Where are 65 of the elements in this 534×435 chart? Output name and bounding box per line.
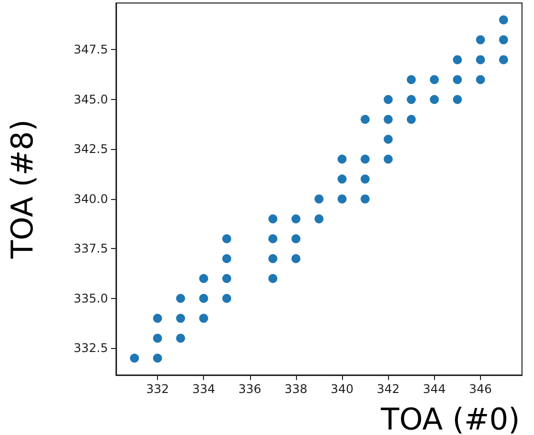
- x-tick-label: 340: [330, 382, 354, 396]
- point: [430, 94, 439, 104]
- point: [268, 234, 278, 244]
- point: [176, 314, 186, 323]
- point: [406, 114, 416, 124]
- point: [268, 254, 278, 264]
- point: [338, 194, 347, 204]
- x-tick-label: 334: [192, 382, 216, 396]
- y-tick-label: 347.5: [74, 42, 108, 57]
- point: [314, 214, 324, 224]
- point: [452, 94, 462, 104]
- point: [499, 35, 508, 44]
- point: [199, 314, 208, 323]
- x-tick-label: 338: [284, 382, 308, 396]
- point: [452, 75, 462, 84]
- point: [176, 334, 186, 343]
- point: [360, 154, 370, 164]
- point: [222, 234, 232, 244]
- point: [153, 334, 162, 343]
- point: [452, 55, 462, 64]
- point: [222, 294, 232, 303]
- point: [268, 274, 278, 284]
- point: [199, 294, 208, 303]
- point: [384, 154, 393, 164]
- y-tick-label: 340.0: [74, 192, 108, 206]
- point: [476, 55, 485, 64]
- point: [476, 75, 485, 84]
- point: [130, 354, 139, 363]
- x-tick-label: 344: [422, 382, 446, 396]
- point: [199, 274, 208, 284]
- point: [384, 94, 393, 104]
- point: [406, 94, 416, 104]
- y-tick-label: 342.5: [74, 142, 108, 156]
- point: [384, 114, 393, 124]
- point: [360, 174, 370, 184]
- point: [222, 254, 232, 264]
- point: [360, 194, 370, 204]
- point: [291, 254, 300, 264]
- x-axis-title: TOA (#0): [380, 402, 520, 435]
- y-tick-label: 337.5: [74, 242, 108, 256]
- y-tick-label: 335.0: [74, 291, 108, 306]
- point: [268, 214, 278, 224]
- point: [338, 174, 347, 184]
- point: [176, 294, 186, 303]
- y-tick-label: 332.5: [74, 341, 108, 356]
- point: [222, 274, 232, 284]
- x-tick-label: 336: [238, 382, 262, 396]
- point: [153, 314, 162, 323]
- x-tick-label: 332: [146, 382, 169, 396]
- y-axis-title: TOA (#8): [6, 119, 40, 260]
- point: [291, 214, 300, 224]
- x-tick-label: 342: [376, 382, 400, 396]
- point: [406, 75, 416, 84]
- y-tick-label: 345.0: [74, 92, 108, 106]
- point: [476, 35, 485, 44]
- point: [499, 55, 508, 64]
- point: [153, 354, 162, 363]
- point: [499, 15, 508, 24]
- point: [338, 154, 347, 164]
- point: [314, 194, 324, 204]
- x-tick-label: 346: [469, 382, 492, 396]
- point: [384, 134, 393, 144]
- point: [430, 75, 439, 84]
- point: [291, 234, 300, 244]
- point: [360, 114, 370, 124]
